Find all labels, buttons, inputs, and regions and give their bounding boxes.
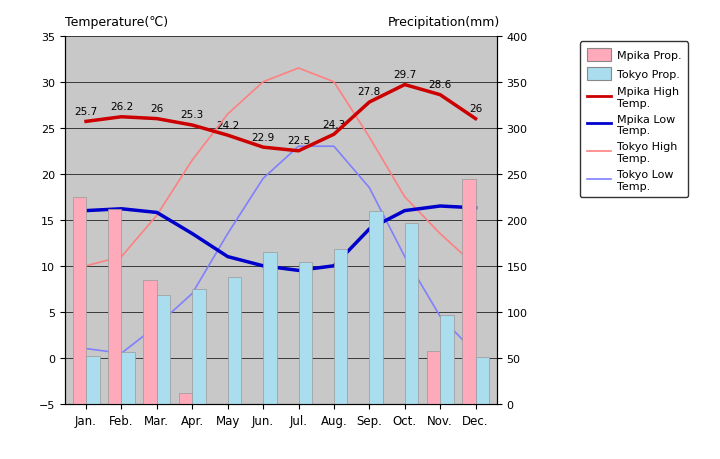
Text: 22.5: 22.5 (287, 136, 310, 146)
Text: 26: 26 (150, 104, 163, 114)
Text: 27.8: 27.8 (358, 87, 381, 97)
Bar (73, 197, 86, 404)
Text: Precipitation(mm): Precipitation(mm) (388, 16, 500, 29)
Bar (440, 315, 454, 404)
Text: 22.9: 22.9 (251, 132, 275, 142)
Bar (192, 289, 206, 404)
Bar (157, 296, 171, 404)
Text: 24.3: 24.3 (323, 119, 346, 129)
Text: 26.2: 26.2 (110, 102, 133, 112)
Bar (263, 252, 276, 404)
Text: 28.6: 28.6 (428, 80, 451, 90)
Bar (228, 277, 241, 404)
Text: Temperature(℃): Temperature(℃) (65, 16, 168, 29)
Bar (86, 356, 99, 404)
Text: 24.2: 24.2 (216, 120, 239, 130)
Text: 29.7: 29.7 (393, 70, 416, 80)
Legend: Mpika Prop., Tokyo Prop., Mpika High
Temp., Mpika Low
Temp., Tokyo High
Temp., T: Mpika Prop., Tokyo Prop., Mpika High Tem… (580, 42, 688, 198)
Bar (334, 250, 347, 404)
Text: 26: 26 (469, 104, 482, 114)
Text: 25.7: 25.7 (74, 106, 98, 117)
Bar (462, 180, 475, 404)
Bar (369, 211, 383, 404)
Bar (405, 223, 418, 404)
Bar (427, 352, 440, 404)
Bar (179, 393, 192, 404)
Bar (299, 263, 312, 404)
Bar (475, 357, 489, 404)
Bar (143, 280, 157, 404)
Bar (122, 353, 135, 404)
Bar (108, 209, 122, 404)
Text: 25.3: 25.3 (181, 110, 204, 120)
